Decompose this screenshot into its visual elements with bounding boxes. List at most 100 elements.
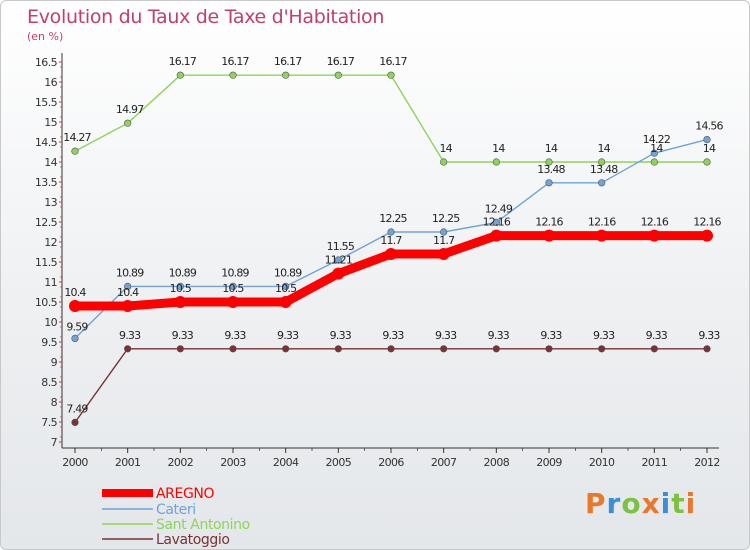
data-point: [703, 136, 711, 144]
chart-subtitle: (en %): [27, 30, 64, 43]
data-point: [71, 418, 79, 427]
y-tick-label: 11: [44, 276, 57, 289]
data-point: [492, 158, 500, 166]
data-point: [437, 248, 450, 260]
data-label: 12.25: [432, 212, 460, 225]
x-tick-label: 2004: [273, 456, 299, 469]
data-label: 16.17: [327, 55, 355, 68]
x-tick-label: 2007: [431, 456, 457, 469]
data-point: [650, 149, 658, 157]
data-point: [334, 345, 342, 353]
data-point: [69, 300, 81, 312]
data-point: [440, 228, 448, 236]
x-tick-label: 2009: [536, 456, 562, 469]
data-label: 9.33: [382, 329, 404, 342]
data-point: [227, 296, 239, 308]
data-point: [387, 228, 395, 236]
data-label: 11.55: [327, 240, 355, 253]
data-point: [440, 158, 448, 166]
data-label: 9.33: [277, 329, 299, 342]
data-label: 12.16: [483, 216, 511, 229]
y-tick-label: 13.5: [35, 176, 58, 189]
logo-letter: i: [685, 487, 697, 520]
logo-letter: o: [621, 487, 642, 520]
data-point: [545, 179, 553, 187]
data-point: [703, 345, 711, 353]
data-label: 9.33: [488, 329, 510, 342]
data-label: 12.25: [379, 212, 407, 225]
x-tick-label: 2000: [62, 456, 88, 469]
data-point: [701, 229, 713, 242]
data-label: 16.17: [169, 55, 197, 68]
data-point: [124, 282, 132, 291]
data-label: 10.5: [275, 282, 297, 295]
y-tick-label: 7: [51, 436, 58, 449]
x-tick-label: 2003: [220, 456, 246, 469]
logo-letter: P: [585, 487, 607, 520]
data-label: 9.33: [698, 329, 720, 342]
y-tick-label: 13: [44, 196, 57, 209]
y-tick-label: 9: [51, 356, 58, 369]
data-label: 9.33: [119, 329, 141, 342]
data-label: 9.33: [224, 329, 246, 342]
data-label: 14: [492, 142, 505, 155]
data-label: 14.97: [116, 103, 144, 116]
data-label: 14: [439, 142, 452, 155]
data-point: [545, 345, 553, 353]
legend-label-cateri: Cateri: [156, 502, 196, 518]
data-point: [543, 229, 555, 242]
data-label: 9.33: [593, 329, 615, 342]
data-point: [176, 345, 184, 353]
y-tick-label: 11.5: [35, 256, 58, 269]
data-point: [124, 119, 132, 127]
data-label: 11.21: [325, 254, 353, 267]
data-label: 16.17: [379, 55, 407, 68]
data-point: [176, 282, 184, 291]
y-tick-label: 12.5: [35, 216, 58, 229]
data-label: 14: [545, 142, 558, 155]
y-tick-label: 10: [44, 316, 57, 329]
logo-letter: x: [641, 487, 661, 520]
data-point: [229, 345, 237, 353]
data-label: 10.89: [169, 266, 197, 279]
data-point: [648, 229, 661, 242]
data-point: [174, 296, 187, 308]
data-label: 10.5: [222, 282, 244, 295]
data-point: [545, 158, 553, 166]
data-point: [492, 218, 500, 226]
legend-label-sant-antonino: Sant Antonino: [156, 517, 250, 533]
data-label: 9.33: [330, 329, 352, 342]
data-point: [176, 71, 184, 79]
data-point: [71, 334, 79, 343]
logo-letter: i: [660, 487, 672, 520]
data-label: 11.7: [433, 234, 455, 247]
data-label: 10.4: [117, 286, 139, 299]
data-point: [440, 345, 448, 353]
y-tick-label: 14: [44, 156, 57, 169]
data-label: 12.16: [641, 216, 669, 229]
x-tick-label: 2006: [378, 456, 404, 469]
data-point: [490, 229, 503, 242]
data-point: [229, 71, 237, 79]
data-label: 10.4: [64, 286, 86, 299]
data-point: [598, 158, 606, 166]
chart-title: Evolution du Taux de Taxe d'Habitation: [27, 6, 385, 28]
y-tick-label: 7.5: [41, 416, 57, 429]
data-label: 14.22: [643, 133, 671, 146]
legend-label-lavatoggio: Lavatoggio: [156, 532, 230, 548]
y-tick-label: 8.5: [41, 376, 57, 389]
data-label: 9.33: [172, 329, 194, 342]
data-point: [124, 345, 132, 353]
data-label: 11.7: [380, 234, 402, 247]
data-label: 7.49: [66, 402, 88, 415]
data-label: 13.48: [590, 163, 618, 176]
x-tick-label: 2002: [168, 456, 194, 469]
data-label: 14: [597, 142, 610, 155]
data-point: [282, 282, 290, 291]
data-point: [332, 267, 345, 280]
data-point: [282, 345, 290, 353]
y-tick-label: 16: [44, 76, 57, 89]
data-point: [650, 345, 658, 353]
data-point: [595, 229, 608, 242]
